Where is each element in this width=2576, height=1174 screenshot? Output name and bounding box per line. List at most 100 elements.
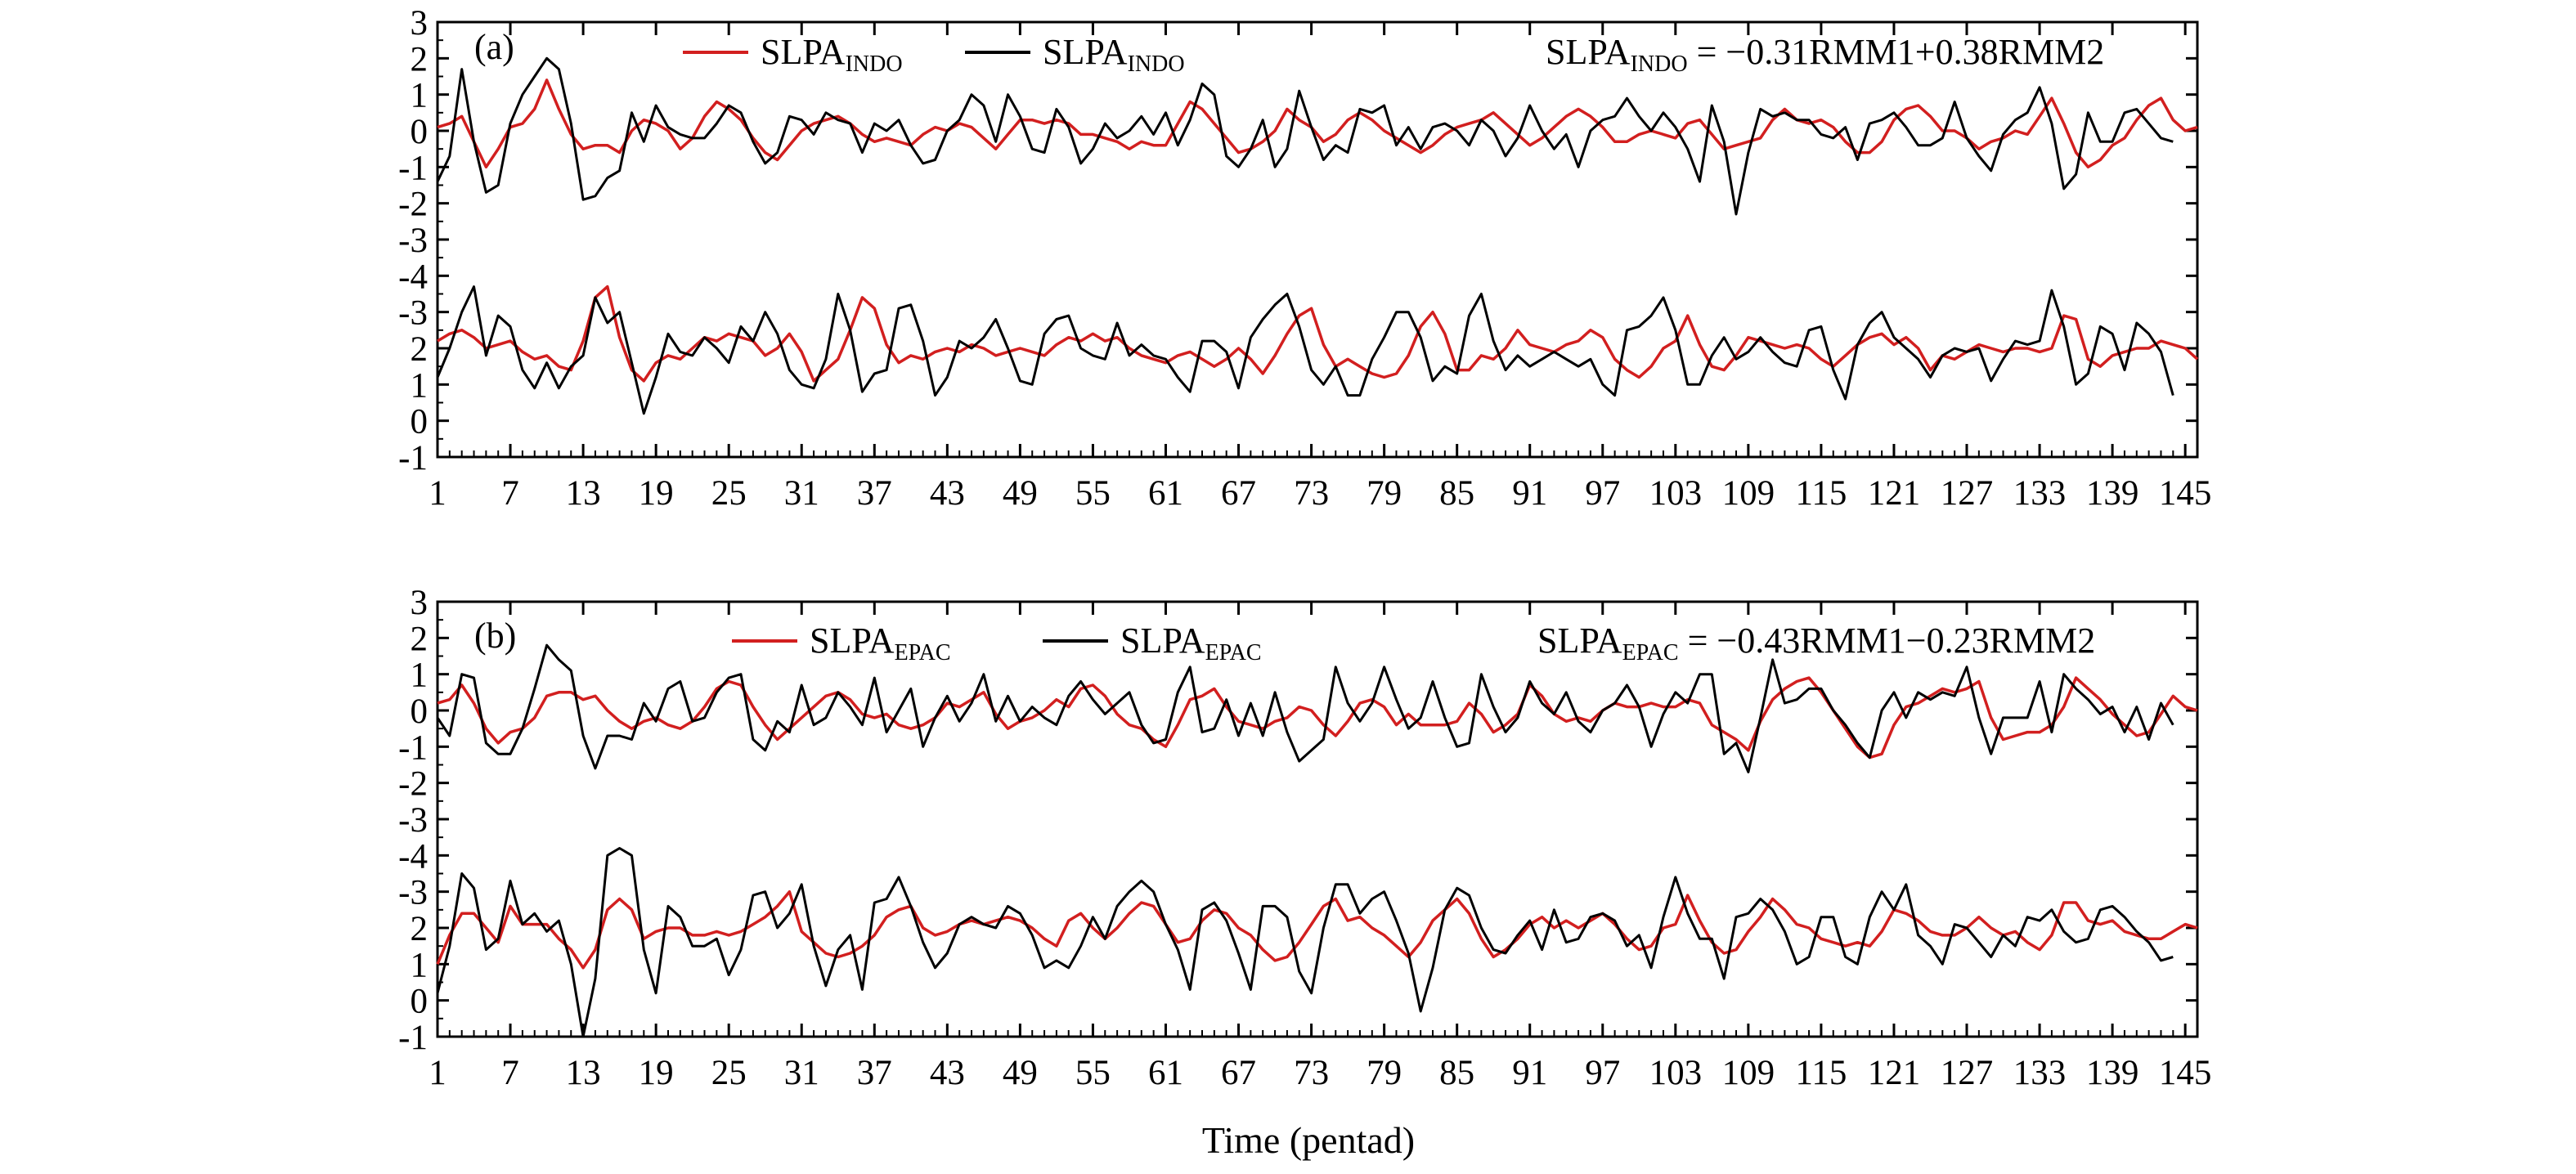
- y-tick-label: -4: [398, 837, 428, 876]
- x-tick-label: 73: [1294, 1054, 1329, 1092]
- legend-entry-red-base: SLPA: [761, 32, 846, 72]
- legend-entry-black-subscript: EPAC: [1205, 640, 1262, 665]
- legend-entry-black-subscript: INDO: [1128, 52, 1185, 77]
- y-tick-label: -3: [398, 874, 428, 912]
- x-tick-label: 91: [1512, 1054, 1547, 1092]
- y-tick-label: -4: [398, 258, 428, 296]
- legend-entry-black-base: SLPA: [1043, 32, 1128, 72]
- x-tick-label: 127: [1941, 1054, 1994, 1092]
- x-tick-label: 25: [711, 1054, 747, 1092]
- x-tick-label: 7: [501, 474, 519, 513]
- x-tick-label: 67: [1221, 474, 1256, 513]
- series-line-lower-black: [436, 285, 2174, 415]
- x-tick-label: 67: [1221, 1054, 1256, 1092]
- x-tick-label: 133: [2013, 474, 2067, 513]
- series-line-upper-black: [436, 56, 2174, 216]
- x-tick-label: 7: [501, 1054, 519, 1092]
- x-tick-label: 19: [639, 1054, 674, 1092]
- x-tick-label: 145: [2159, 474, 2212, 513]
- x-tick-label: 19: [639, 474, 674, 513]
- x-tick-label: 79: [1367, 1054, 1402, 1092]
- x-tick-label: 97: [1585, 1054, 1620, 1092]
- x-tick-label: 85: [1439, 474, 1474, 513]
- legend-entry-red-base: SLPA: [810, 621, 895, 661]
- x-tick-label: 61: [1148, 474, 1183, 513]
- series-line-upper-black: [436, 643, 2174, 773]
- x-tick-label: 115: [1795, 474, 1847, 513]
- regression-equation-base: SLPA: [1546, 32, 1631, 72]
- x-tick-label: 49: [1003, 1054, 1038, 1092]
- series-line-lower-red: [436, 889, 2198, 970]
- x-tick-label: 1: [429, 474, 447, 513]
- y-tick-label: -3: [398, 222, 428, 260]
- x-tick-label: 103: [1649, 474, 1703, 513]
- x-tick-label: 85: [1439, 1054, 1474, 1092]
- y-tick-label: -1: [398, 149, 428, 187]
- x-tick-label: 13: [566, 1054, 601, 1092]
- x-tick-label: 109: [1722, 1054, 1775, 1092]
- x-tick-label: 121: [1868, 474, 1921, 513]
- x-tick-label: 91: [1512, 474, 1547, 513]
- legend-entry-black: SLPAINDO: [1043, 32, 1185, 77]
- x-tick-label: 103: [1649, 1054, 1703, 1092]
- panel-label: (b): [474, 616, 516, 656]
- y-tick-label: 0: [411, 403, 429, 441]
- y-tick-label: 1: [411, 946, 429, 984]
- legend-entry-red-subscript: EPAC: [895, 640, 951, 665]
- series-line-lower-black: [436, 847, 2174, 1038]
- legend-entry-red: SLPAINDO: [761, 32, 903, 77]
- y-tick-label: 0: [411, 983, 429, 1021]
- x-tick-label: 139: [2086, 1054, 2139, 1092]
- y-tick-label: 3: [411, 4, 429, 43]
- series-line-upper-red: [437, 78, 2198, 169]
- y-tick-label: 2: [411, 330, 429, 369]
- x-tick-label: 55: [1075, 474, 1111, 513]
- regression-equation-subscript: INDO: [1631, 52, 1688, 77]
- y-tick-label: -3: [398, 294, 428, 333]
- x-tick-label: 49: [1003, 474, 1038, 513]
- legend-entry-black-base: SLPA: [1120, 621, 1205, 661]
- x-tick-label: 13: [566, 474, 601, 513]
- regression-equation-rhs: = −0.31RMM1+0.38RMM2: [1688, 32, 2105, 72]
- x-tick-label: 25: [711, 474, 747, 513]
- x-tick-label: 1: [429, 1054, 447, 1092]
- plot-frame: [436, 600, 2199, 1038]
- x-tick-label: 127: [1941, 474, 1994, 513]
- y-tick-label: 1: [411, 366, 429, 405]
- x-tick-label: 73: [1294, 474, 1329, 513]
- regression-equation-rhs: = −0.43RMM1−0.23RMM2: [1679, 621, 2096, 661]
- y-tick-label: 2: [411, 620, 429, 658]
- x-tick-label: 145: [2159, 1054, 2212, 1092]
- y-tick-label: 2: [411, 910, 429, 948]
- y-tick-label: -3: [398, 801, 428, 840]
- x-tick-label: 43: [930, 474, 965, 513]
- y-tick-label: 3: [411, 584, 429, 622]
- legend-entry-red-subscript: INDO: [846, 52, 903, 77]
- regression-equation-base: SLPA: [1537, 621, 1622, 661]
- x-tick-label: 115: [1795, 1054, 1847, 1092]
- y-tick-label: -1: [398, 439, 428, 477]
- x-tick-label: 139: [2086, 474, 2139, 513]
- legend-entry-red: SLPAEPAC: [810, 621, 951, 665]
- x-tick-label: 97: [1585, 474, 1620, 513]
- y-tick-label: 1: [411, 656, 429, 695]
- x-tick-label: 79: [1367, 474, 1402, 513]
- x-tick-label: 37: [857, 474, 892, 513]
- x-tick-label: 55: [1075, 1054, 1111, 1092]
- series-line-lower-red: [437, 285, 2199, 383]
- panel-label: (a): [474, 27, 514, 67]
- y-tick-label: -2: [398, 186, 428, 224]
- legend-entry-black: SLPAEPAC: [1120, 621, 1262, 665]
- x-tick-label: 61: [1148, 1054, 1183, 1092]
- x-tick-label: 121: [1868, 1054, 1921, 1092]
- y-tick-label: 1: [411, 77, 429, 115]
- regression-equation: SLPAINDO = −0.31RMM1+0.38RMM2: [1546, 32, 2104, 77]
- y-tick-label: 0: [411, 113, 429, 151]
- x-tick-label: 43: [930, 1054, 965, 1092]
- series-line-upper-red: [437, 676, 2198, 760]
- regression-equation: SLPAEPAC = −0.43RMM1−0.23RMM2: [1537, 621, 2095, 665]
- y-tick-label: -1: [398, 1019, 428, 1057]
